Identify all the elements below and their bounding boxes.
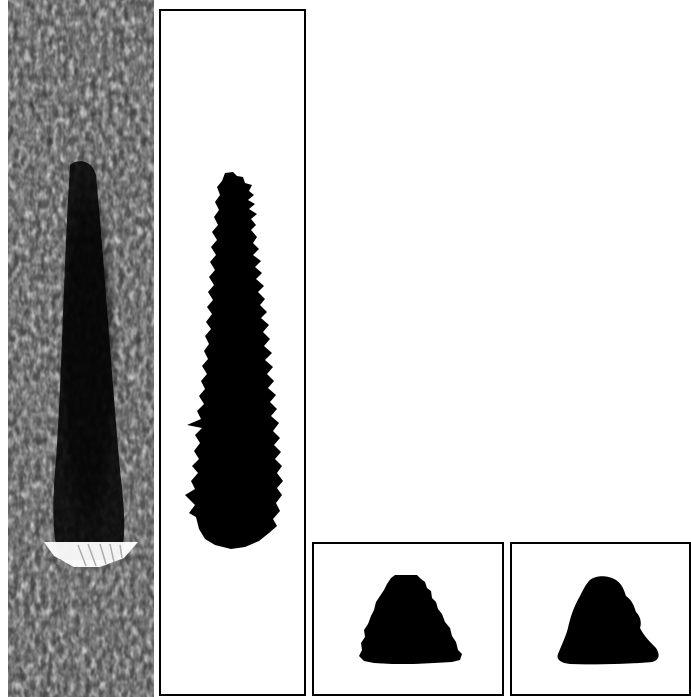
segmentation-mask-tall bbox=[185, 172, 283, 549]
segmentation-mask-small-2 bbox=[557, 576, 659, 665]
ultrasound-image bbox=[8, 0, 154, 697]
segmentation-panel-tall bbox=[159, 9, 306, 696]
segmentation-mask-small-1 bbox=[359, 575, 462, 664]
segmentation-panel-small-1 bbox=[312, 542, 504, 696]
ultrasound-image-panel bbox=[8, 0, 154, 697]
bright-reflection bbox=[44, 542, 138, 567]
segmentation-panel-small-2 bbox=[510, 542, 691, 696]
